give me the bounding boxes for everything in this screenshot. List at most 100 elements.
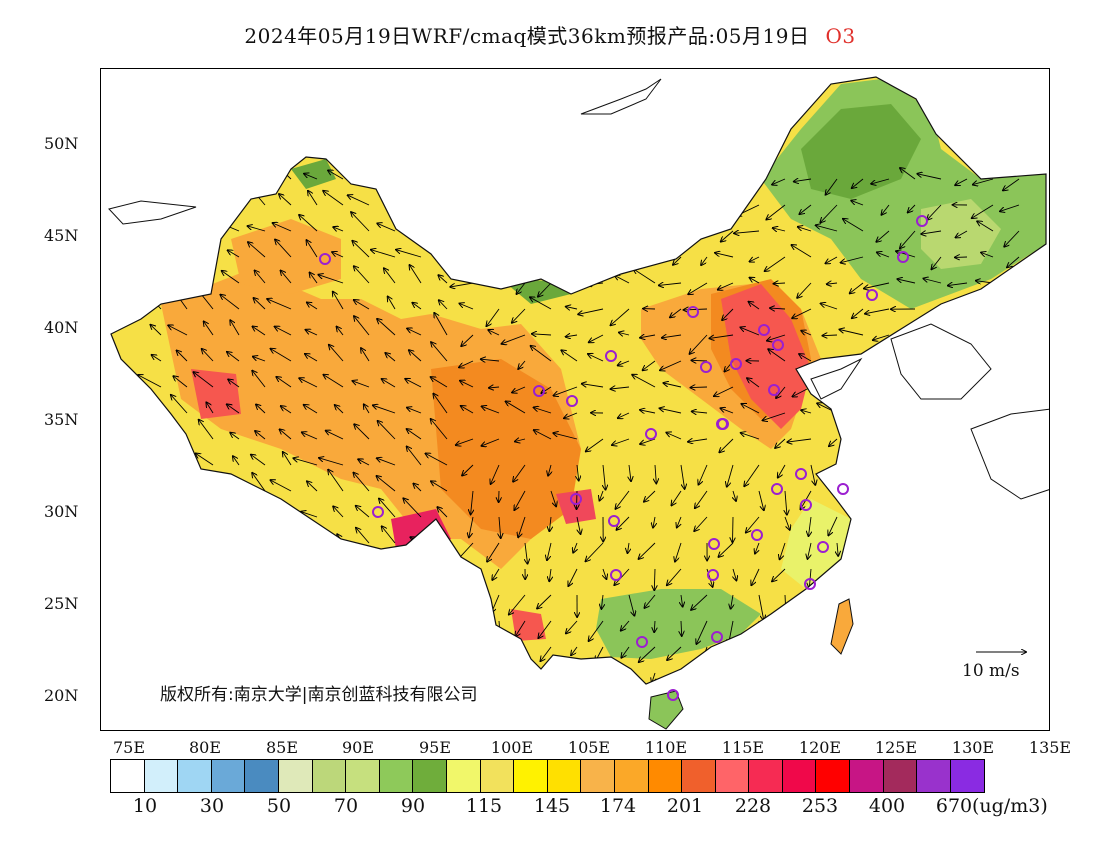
page-title: 2024年05月19日WRF/cmaq模式36km预报产品:05月19日 O3	[0, 20, 1100, 49]
city-station-marker[interactable]	[533, 385, 545, 397]
wind-arrow	[820, 204, 838, 222]
wind-arrow	[518, 360, 526, 369]
legend-label-670: 670	[935, 795, 973, 817]
legend-swatch	[446, 760, 481, 792]
wind-arrow	[301, 512, 318, 518]
wind-arrow	[692, 411, 708, 413]
wind-arrow	[550, 490, 556, 506]
city-station-marker[interactable]	[319, 253, 331, 265]
wind-arrow	[251, 455, 266, 466]
wind-arrow	[307, 565, 318, 569]
city-station-marker[interactable]	[866, 289, 878, 301]
city-station-marker[interactable]	[636, 636, 648, 648]
city-station-marker[interactable]	[817, 541, 829, 553]
city-station-marker[interactable]	[804, 578, 816, 590]
wind-arrow	[919, 360, 942, 362]
city-station-marker[interactable]	[916, 215, 928, 227]
wind-arrow	[1015, 516, 1019, 529]
wind-arrow	[525, 542, 528, 564]
city-station-marker[interactable]	[708, 538, 720, 550]
city-station-marker[interactable]	[772, 339, 784, 351]
wind-arrow	[605, 250, 630, 258]
city-station-marker[interactable]	[795, 468, 807, 480]
wind-arrow	[882, 204, 890, 215]
wind-arrow	[248, 242, 266, 258]
city-station-marker[interactable]	[700, 361, 712, 373]
city-station-marker[interactable]	[768, 384, 780, 396]
wind-arrow	[904, 516, 916, 532]
wind-arrow	[489, 387, 500, 388]
lat-label-40n: 40N	[44, 318, 79, 337]
forecast-map[interactable]	[100, 68, 1050, 731]
city-station-marker[interactable]	[372, 506, 384, 518]
city-station-marker[interactable]	[707, 569, 719, 581]
wind-arrow	[962, 516, 968, 542]
city-station-marker[interactable]	[645, 428, 657, 440]
lon-label-105e: 105E	[567, 738, 611, 757]
wind-arrow	[177, 351, 188, 362]
wind-arrow	[357, 585, 370, 596]
wind-arrow	[600, 490, 604, 501]
wind-arrow	[667, 646, 682, 660]
wind-arrow	[488, 330, 500, 336]
city-station-marker[interactable]	[730, 358, 742, 370]
city-station-marker[interactable]	[717, 418, 729, 430]
city-station-marker[interactable]	[837, 483, 849, 495]
wind-arrow	[228, 639, 240, 648]
wind-arrow	[823, 335, 838, 336]
wind-arrow	[403, 498, 422, 518]
wind-arrow	[220, 608, 240, 622]
legend-label-90: 90	[400, 795, 426, 817]
legend-swatch	[144, 760, 179, 792]
city-station-marker[interactable]	[751, 529, 763, 541]
wind-arrow	[937, 620, 942, 634]
wind-arrow	[881, 464, 890, 486]
city-station-marker[interactable]	[605, 350, 617, 362]
wind-arrow	[534, 408, 552, 414]
wind-arrow	[808, 542, 812, 559]
wind-arrow	[772, 178, 786, 185]
wind-arrow	[250, 635, 266, 648]
city-station-marker[interactable]	[800, 499, 812, 511]
wind-arrow	[1008, 620, 1020, 637]
wind-arrow	[227, 502, 240, 518]
wind-arrow	[356, 564, 370, 570]
city-station-marker[interactable]	[711, 631, 723, 643]
taiwan-island	[830, 598, 854, 655]
wind-arrow	[825, 361, 838, 363]
city-station-marker[interactable]	[897, 251, 909, 263]
wind-arrow	[499, 516, 501, 538]
city-station-marker[interactable]	[687, 306, 699, 318]
wind-arrow	[837, 542, 838, 556]
wind-arrow	[553, 433, 578, 440]
wind-arrow	[799, 354, 812, 362]
wind-arrow	[749, 302, 760, 310]
legend-swatch	[312, 760, 347, 792]
city-station-marker[interactable]	[610, 569, 622, 581]
city-station-marker[interactable]	[758, 324, 770, 336]
wind-arrow	[196, 454, 214, 466]
wind-arrow	[175, 664, 188, 674]
wind-arrow	[469, 516, 474, 537]
wind-arrow	[138, 375, 162, 388]
wind-arrow	[617, 516, 630, 530]
wind-arrow	[318, 275, 344, 284]
wind-arrow	[486, 204, 500, 216]
legend-swatch	[715, 760, 750, 792]
wind-arrow	[462, 464, 474, 476]
city-station-marker[interactable]	[608, 515, 620, 527]
wind-arrow	[485, 174, 500, 180]
wind-arrow	[174, 266, 188, 284]
city-station-marker[interactable]	[667, 689, 679, 701]
wind-arrow	[801, 331, 812, 335]
wind-arrow	[531, 204, 552, 215]
city-station-marker[interactable]	[566, 395, 578, 407]
wind-arrow	[473, 646, 475, 661]
wind-arrow	[586, 542, 604, 561]
wind-arrow	[548, 464, 551, 476]
wind-arrow	[826, 178, 838, 195]
wind-arrow	[767, 672, 786, 684]
city-station-marker[interactable]	[771, 483, 783, 495]
city-station-marker[interactable]	[570, 493, 582, 505]
wind-arrow	[278, 539, 292, 544]
